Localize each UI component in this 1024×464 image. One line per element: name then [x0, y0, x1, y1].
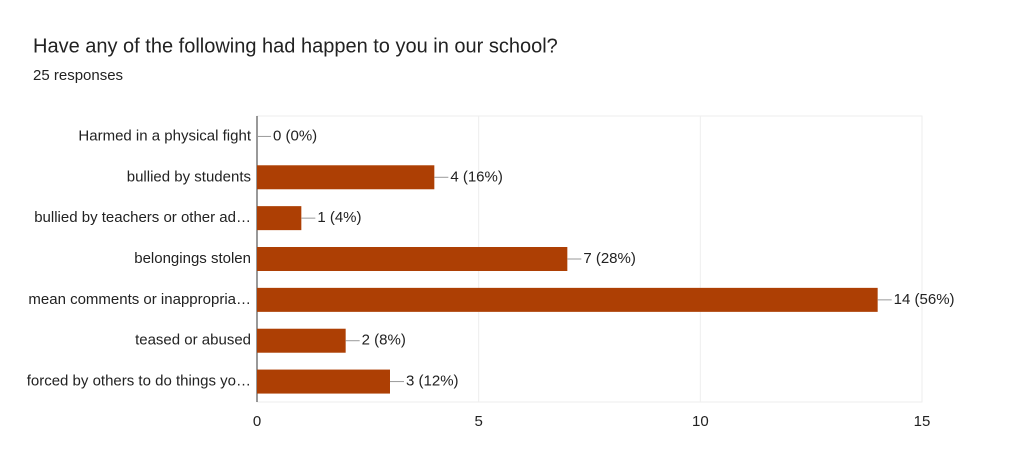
data-label: 3 (12%): [406, 373, 459, 390]
x-tick-label: 5: [474, 413, 482, 430]
data-label: 2 (8%): [362, 332, 406, 349]
x-tick-label: 10: [692, 413, 709, 430]
chart-subtitle: 25 responses: [33, 67, 123, 84]
x-tick-label: 15: [914, 413, 931, 430]
data-label: 4 (16%): [450, 168, 503, 185]
chart-title: Have any of the following had happen to …: [33, 35, 558, 57]
bar: [257, 247, 568, 271]
y-tick-label: mean comments or inappropria…: [28, 291, 251, 308]
bar: [257, 328, 346, 353]
x-tick-label: 0: [253, 413, 261, 430]
data-label: 0 (0%): [273, 127, 317, 144]
data-label: 14 (56%): [894, 291, 955, 308]
bar: [257, 165, 435, 190]
y-tick-label: Harmed in a physical fight: [78, 127, 251, 144]
bar: [257, 287, 878, 312]
y-tick-label: teased or abused: [135, 332, 251, 349]
data-label: 1 (4%): [317, 209, 361, 226]
bar: [257, 206, 302, 231]
bar: [257, 369, 390, 394]
data-label: 7 (28%): [583, 250, 636, 267]
y-tick-label: bullied by students: [127, 168, 251, 185]
y-tick-label: belongings stolen: [134, 250, 251, 267]
y-tick-label: forced by others to do things yo…: [27, 373, 251, 390]
y-tick-label: bullied by teachers or other ad…: [34, 209, 251, 226]
